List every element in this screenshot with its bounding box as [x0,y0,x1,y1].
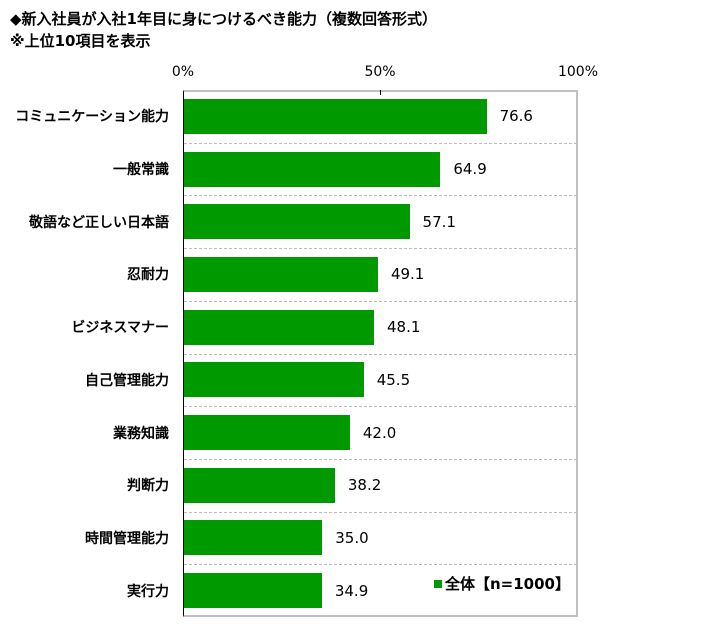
row-separator [184,511,577,513]
row-separator [184,195,577,197]
value-label: 48.1 [386,318,421,337]
value-label: 38.2 [347,476,382,495]
chart-subtitle: ※上位10項目を表示 [10,32,151,50]
value-label: 35.0 [335,528,369,547]
value-label: 34.9 [334,581,369,600]
category-label: ビジネスマナー [71,320,169,337]
row-separator [184,248,577,250]
category-label: 一般常識 [113,162,169,179]
tick-mark-50 [380,90,381,95]
category-label: 自己管理能力 [85,372,169,389]
bar [184,204,410,240]
value-label: 64.9 [453,160,487,179]
x-tick-100: 100% [557,64,599,80]
bar [184,151,441,187]
chart-title: ◆新入社員が入社1年目に身につけるべき能力（複数回答形式） [10,10,437,28]
row-separator [184,406,577,408]
value-label: 57.1 [422,212,456,231]
bar [184,573,322,609]
value-label: 42.0 [362,423,397,442]
category-label: 判断力 [127,478,169,495]
category-label: 忍耐力 [127,267,169,284]
category-label: 敬語など正しい日本語 [29,214,169,231]
row-separator [184,142,577,144]
row-separator [184,353,577,355]
row-separator [184,564,577,566]
category-label: 実行力 [127,583,169,600]
x-tick-0: 0% [171,64,195,80]
legend-label: 全体【n=1000】 [445,575,570,593]
bar [184,467,335,503]
x-tick-50: 50% [364,64,396,80]
bar [184,256,378,292]
category-label: 業務知識 [113,425,169,442]
row-separator [184,300,577,302]
category-label: コミュニケーション能力 [15,109,169,126]
value-label: 76.6 [499,107,533,126]
value-label: 45.5 [376,370,411,389]
legend-swatch [434,579,442,588]
bar [184,309,374,345]
bar [184,520,323,556]
category-label: 時間管理能力 [85,530,169,547]
bar [184,415,350,451]
row-separator [184,458,577,460]
legend: 全体【n=1000】 [430,573,574,594]
value-label: 49.1 [390,265,425,284]
bar [184,98,487,134]
bar [184,362,364,398]
